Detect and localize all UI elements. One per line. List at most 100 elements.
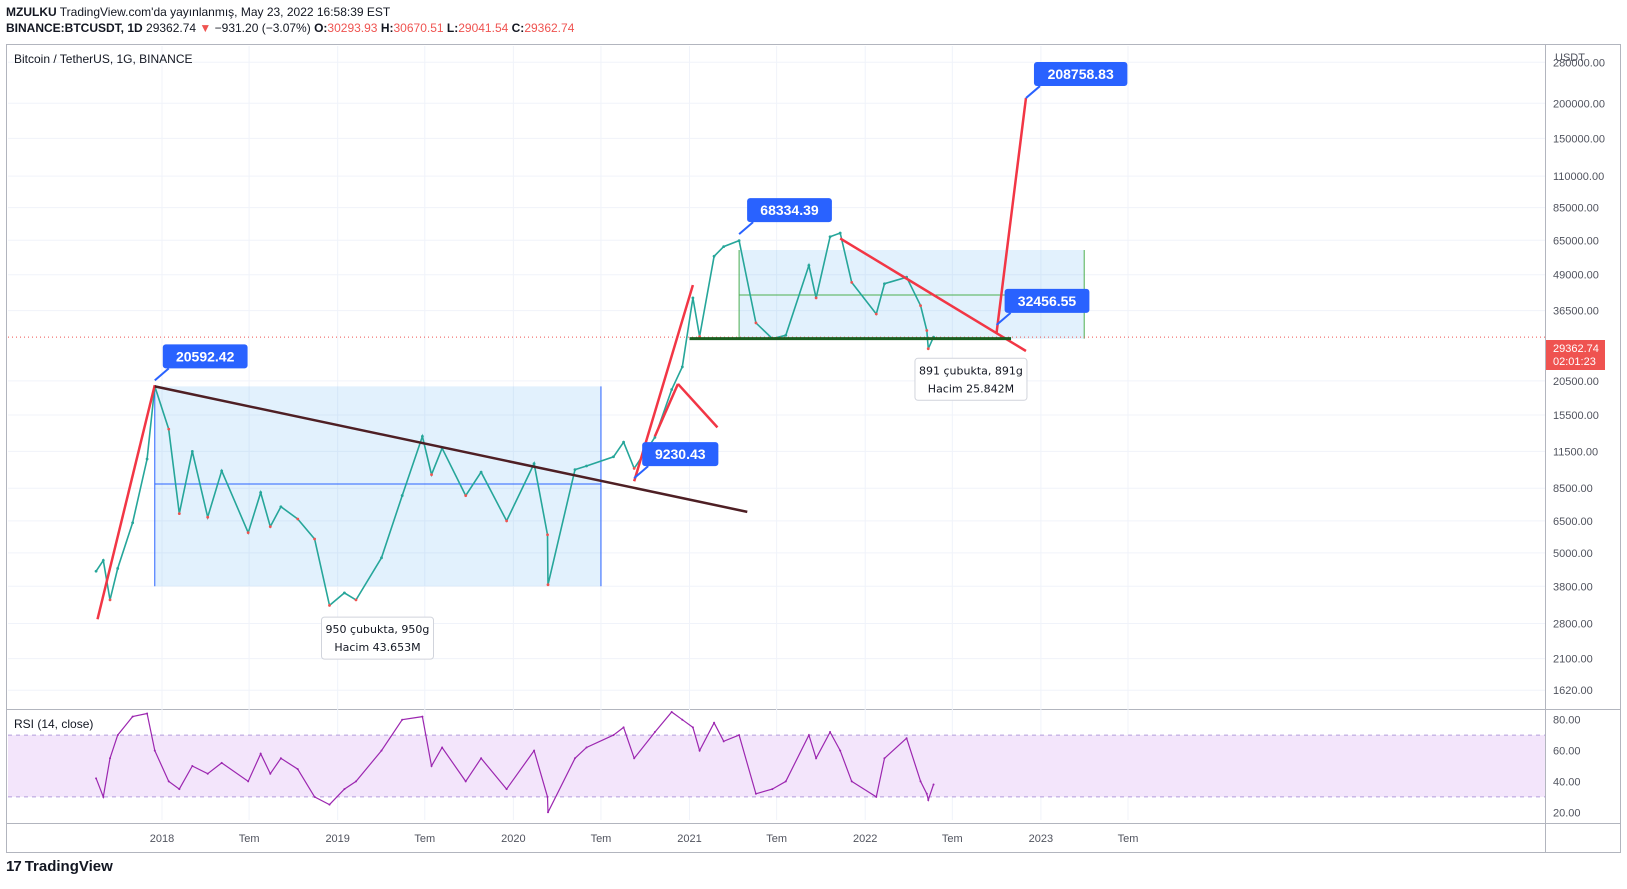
rsi-point: [131, 715, 134, 718]
rsi-point: [259, 752, 262, 755]
rsi-point: [441, 746, 444, 749]
rsi-point: [573, 757, 576, 760]
x-tick-label: Tem: [942, 833, 963, 845]
price-point: [883, 282, 886, 286]
rsi-point: [670, 711, 673, 713]
rsi-point: [815, 757, 818, 760]
callout-box: [1033, 62, 1128, 87]
price-point: [354, 598, 358, 602]
price-point: [505, 519, 509, 523]
rsi-point: [102, 795, 105, 798]
y-tick-label: 85000.00: [1553, 203, 1599, 215]
price-point: [850, 280, 854, 284]
x-tick-label: Tem: [414, 833, 435, 845]
price-point: [343, 591, 346, 595]
range-note-bars: 950 çubukta, 950g: [326, 623, 430, 636]
price-callout: 32456.55: [995, 288, 1090, 326]
rsi-point: [839, 749, 842, 752]
rsi-point: [421, 715, 424, 718]
rsi-point: [883, 757, 886, 760]
high-value: 30670.51: [393, 21, 444, 35]
low-label: L:: [446, 21, 459, 35]
price-point: [400, 494, 404, 497]
range-note-box: [320, 616, 434, 660]
price-point: [754, 321, 758, 325]
price-point: [328, 603, 331, 607]
last-price-label: 29362.74: [1553, 343, 1599, 355]
ohlc-line: BINANCE:BTCUSDT, 1D 29362.74 ▼ −931.20 (…: [6, 20, 574, 36]
callout-pointer: [1025, 85, 1041, 99]
price-point: [167, 427, 171, 431]
price-point: [622, 440, 625, 444]
rsi-series: [95, 711, 935, 814]
price-point: [722, 245, 726, 249]
rsi-point: [430, 765, 433, 767]
y-tick-label: 200000.00: [1553, 98, 1605, 110]
range-note: 891 çubukta, 891g Hacim 25.842M: [914, 357, 1028, 401]
price-point: [828, 235, 832, 239]
price-point: [145, 457, 149, 461]
rsi-point: [585, 746, 588, 749]
rsi-point: [464, 780, 467, 783]
range-note-volume: Hacim 43.653M: [334, 641, 420, 654]
callout-pointer: [154, 367, 170, 382]
y-tick-label: 3800.00: [1553, 581, 1593, 593]
x-tick-label: Tem: [239, 833, 260, 845]
price-point: [108, 598, 112, 602]
rsi-point: [612, 734, 615, 737]
last-price: 29362.74: [146, 21, 197, 35]
price-point: [116, 567, 120, 570]
price-point: [784, 333, 788, 337]
rsi-point: [547, 811, 550, 814]
rsi-point: [146, 712, 149, 715]
publish-line: MZULKU TradingView.com'da yayınlanmış, M…: [6, 4, 574, 20]
rsi-point: [546, 795, 549, 798]
flag-line-a: [653, 383, 680, 437]
rsi-point: [343, 788, 346, 791]
rsi-point: [905, 737, 908, 740]
price-series: [8, 231, 1545, 607]
price-point: [680, 365, 684, 369]
callout-box: [162, 344, 248, 369]
rsi-point: [505, 788, 508, 791]
y-tick-label: 6500.00: [1553, 516, 1593, 528]
price-point: [712, 254, 716, 258]
callout-pointer: [738, 221, 754, 235]
trend-drawings: [96, 97, 1028, 620]
price-point: [479, 470, 483, 474]
range-note-volume: Hacim 25.842M: [928, 382, 1014, 395]
price-point: [691, 296, 695, 300]
callout-box: [1004, 288, 1090, 313]
impulse-line-2017: [96, 384, 156, 620]
y-tick-label: 36500.00: [1553, 306, 1599, 318]
callout-label: 20592.42: [176, 348, 235, 364]
last-price-marker: 29362.74 02:01:23: [1546, 340, 1605, 370]
rsi-point: [771, 788, 774, 791]
price-point: [612, 455, 615, 459]
low-value: 29041.54: [458, 21, 509, 35]
rsi-point: [313, 795, 316, 798]
price-point: [430, 473, 433, 477]
rsi-point: [633, 757, 636, 760]
callout-label: 68334.39: [760, 202, 819, 218]
open-value: 30293.93: [327, 21, 378, 35]
price-point: [532, 462, 536, 466]
rsi-point: [279, 757, 282, 760]
rsi-point: [754, 792, 757, 795]
callout-label: 32456.55: [1018, 293, 1077, 309]
rsi-point: [533, 749, 536, 752]
rsi-tick-label: 80.00: [1553, 715, 1581, 727]
price-point: [190, 449, 194, 453]
y-tick-label: 110000.00: [1553, 171, 1604, 183]
rsi-point: [784, 780, 787, 783]
price-point: [573, 468, 577, 472]
y-tick-label: 5000.00: [1553, 548, 1593, 560]
y-tick-label: 11500.00: [1553, 446, 1598, 458]
chart-header: MZULKU TradingView.com'da yayınlanmış, M…: [6, 4, 574, 36]
price-point: [807, 263, 811, 267]
price-point: [131, 521, 135, 525]
descending-trendline-long: [154, 385, 748, 514]
y-tick-label: 65000.00: [1553, 235, 1599, 247]
x-tick-label: Tem: [1118, 833, 1139, 845]
